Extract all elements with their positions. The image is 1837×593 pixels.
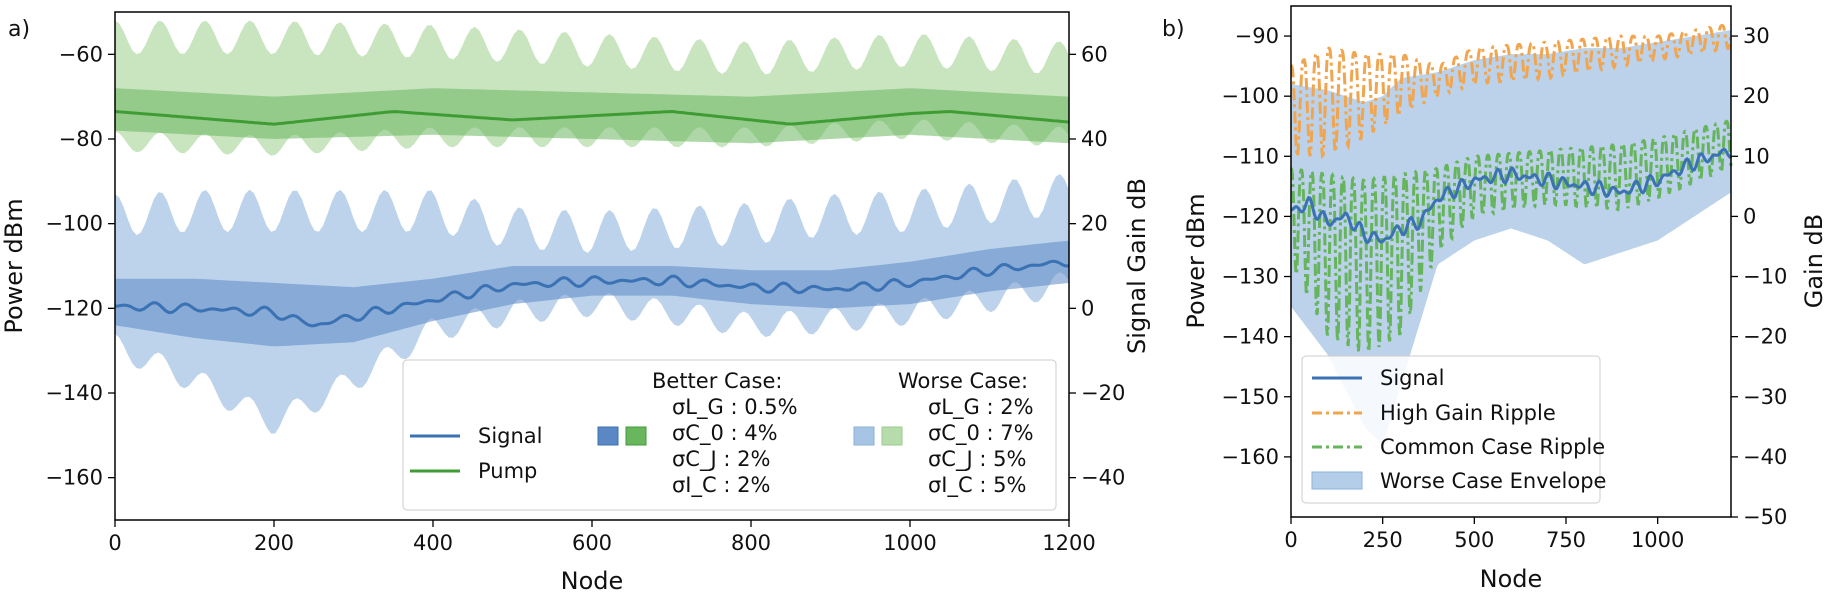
y2-tick-label: −10 [1743,265,1787,289]
y2-tick-label: 20 [1743,84,1770,108]
legend-b-signal-label: Signal [1380,366,1445,390]
x-tick-label: 0 [108,531,121,555]
y2-tick-label: −20 [1081,381,1125,405]
y2-tick-label: 40 [1081,127,1108,151]
y2-tick-label: −40 [1743,445,1787,469]
panel-a-x-ticks: 0 200 400 600 800 1000 1200 [108,520,1096,555]
legend-worse-params: σL_G : 2%σC_0 : 7%σC_J : 5%σI_C : 5% [928,395,1034,498]
worse-signal-band [115,174,1069,434]
y2-tick-label: −30 [1743,385,1787,409]
panel-a-label: a) [8,17,30,42]
legend-worse-param: σC_J : 5% [928,447,1026,472]
x-tick-label: 800 [731,531,771,555]
x-tick-label: 400 [413,531,453,555]
x-tick-label: 600 [572,531,612,555]
legend-b-common-label: Common Case Ripple [1380,435,1605,459]
panel-b-lines [1289,23,1733,352]
y-tick-label: −160 [45,466,103,490]
panel-a-y-ticks: −160 −140 −120 −100 −80 −60 [45,42,115,490]
high-gain-ripple-line [1290,23,1733,160]
signal-line-b [1290,147,1732,245]
y2-tick-label: −40 [1081,466,1125,490]
legend-pump-label: Pump [478,459,537,483]
legend-worse-param: σI_C : 5% [928,473,1026,498]
legend-worse-signal-swatch [853,426,875,446]
y-tick-label: −90 [1235,24,1279,48]
panel-a-lines [114,110,1070,328]
legend-better-param: σI_C : 2% [672,473,770,498]
x-tick-label: 750 [1546,528,1586,552]
panel-b-legend-box [1301,355,1601,504]
worse-case-envelope [1291,30,1731,444]
pump-line [114,110,1070,126]
signal-line [114,259,1070,328]
y2-tick-label: −50 [1743,505,1787,529]
legend-signal-label: Signal [478,424,543,448]
legend-worse-title: Worse Case: [898,369,1028,393]
y-tick-label: −60 [59,42,103,66]
panel-b-y-label: Power dBm [1182,193,1210,328]
y-tick-label: −120 [1221,204,1279,228]
x-tick-label: 1200 [1042,531,1095,555]
y-tick-label: −100 [45,212,103,236]
legend-better-title: Better Case: [652,369,783,393]
y2-tick-label: −20 [1743,325,1787,349]
legend-better-param: σC_0 : 4% [672,421,778,446]
panel-b-bands [1291,30,1731,444]
panel-b-y2-label: Gain dB [1800,214,1828,309]
legend-b-envelope-swatch [1311,471,1363,490]
legend-worse-param: σC_0 : 7% [928,421,1034,446]
panel-b-x-ticks: 0 250 500 750 1000 [1284,517,1684,552]
y-tick-label: −140 [1221,325,1279,349]
y2-tick-label: 0 [1743,204,1756,228]
y2-tick-label: 20 [1081,212,1108,236]
legend-better-params: σL_G : 0.5%σC_0 : 4%σC_J : 2%σI_C : 2% [672,395,798,498]
y-tick-label: −80 [59,127,103,151]
x-tick-label: 200 [254,531,294,555]
panel-a-y2-label: Signal Gain dB [1123,178,1151,354]
panel-a: a) 0 200 400 600 800 1000 1200 −160−140−120−10… [0,11,1151,593]
panel-b-legend: Signal High Gain Ripple Common Case Ripp… [1301,355,1606,504]
panel-b-x-label: Node [1480,565,1543,593]
legend-worse-param: σL_G : 2% [928,395,1034,420]
y2-tick-label: 0 [1081,296,1094,320]
panel-a-legend: Signal Pump Better Case: σL_G : 0.5%σC_0… [402,359,1057,511]
legend-better-pump-swatch [625,426,647,446]
y-tick-label: −100 [1221,84,1279,108]
y2-tick-label: 60 [1081,42,1108,66]
x-tick-label: 1000 [883,531,936,555]
y-tick-label: −150 [1221,385,1279,409]
legend-better-param: σC_J : 2% [672,447,770,472]
x-tick-label: 0 [1284,528,1297,552]
panel-a-y2-ticks: −40 −20 0 20 40 60 [1069,42,1125,490]
panel-b-y-ticks: −160 −150 −140 −130 −120 −110 −100 −90 [1221,24,1291,469]
legend-better-signal-swatch [597,426,619,446]
x-tick-label: 1000 [1631,528,1684,552]
y-tick-label: −120 [45,296,103,320]
y2-tick-label: 30 [1743,24,1770,48]
x-tick-label: 250 [1363,528,1403,552]
panel-b-y2-ticks: −50 −40 −30 −20 −10 0 10 20 30 [1731,24,1787,529]
panel-a-x-label: Node [561,567,624,593]
legend-worse-pump-swatch [881,426,903,446]
x-tick-label: 500 [1454,528,1494,552]
legend-b-high-gain-label: High Gain Ripple [1380,401,1556,425]
y-tick-label: −140 [45,381,103,405]
panel-b-plot-frame [1290,5,1732,518]
y-tick-label: −110 [1221,144,1279,168]
panel-b-label: b) [1162,17,1185,42]
panel-a-legend-box [402,359,1057,511]
y-tick-label: −130 [1221,265,1279,289]
y2-tick-label: 10 [1743,144,1770,168]
panel-a-y-label: Power dBm [0,198,28,333]
legend-b-envelope-label: Worse Case Envelope [1380,469,1606,493]
y-tick-label: −160 [1221,445,1279,469]
panel-b: b) 0 250 500 750 1000 −160−150−140−130−120−1… [1162,5,1828,593]
panel-a-bands [115,20,1069,434]
legend-better-param: σL_G : 0.5% [672,395,798,420]
